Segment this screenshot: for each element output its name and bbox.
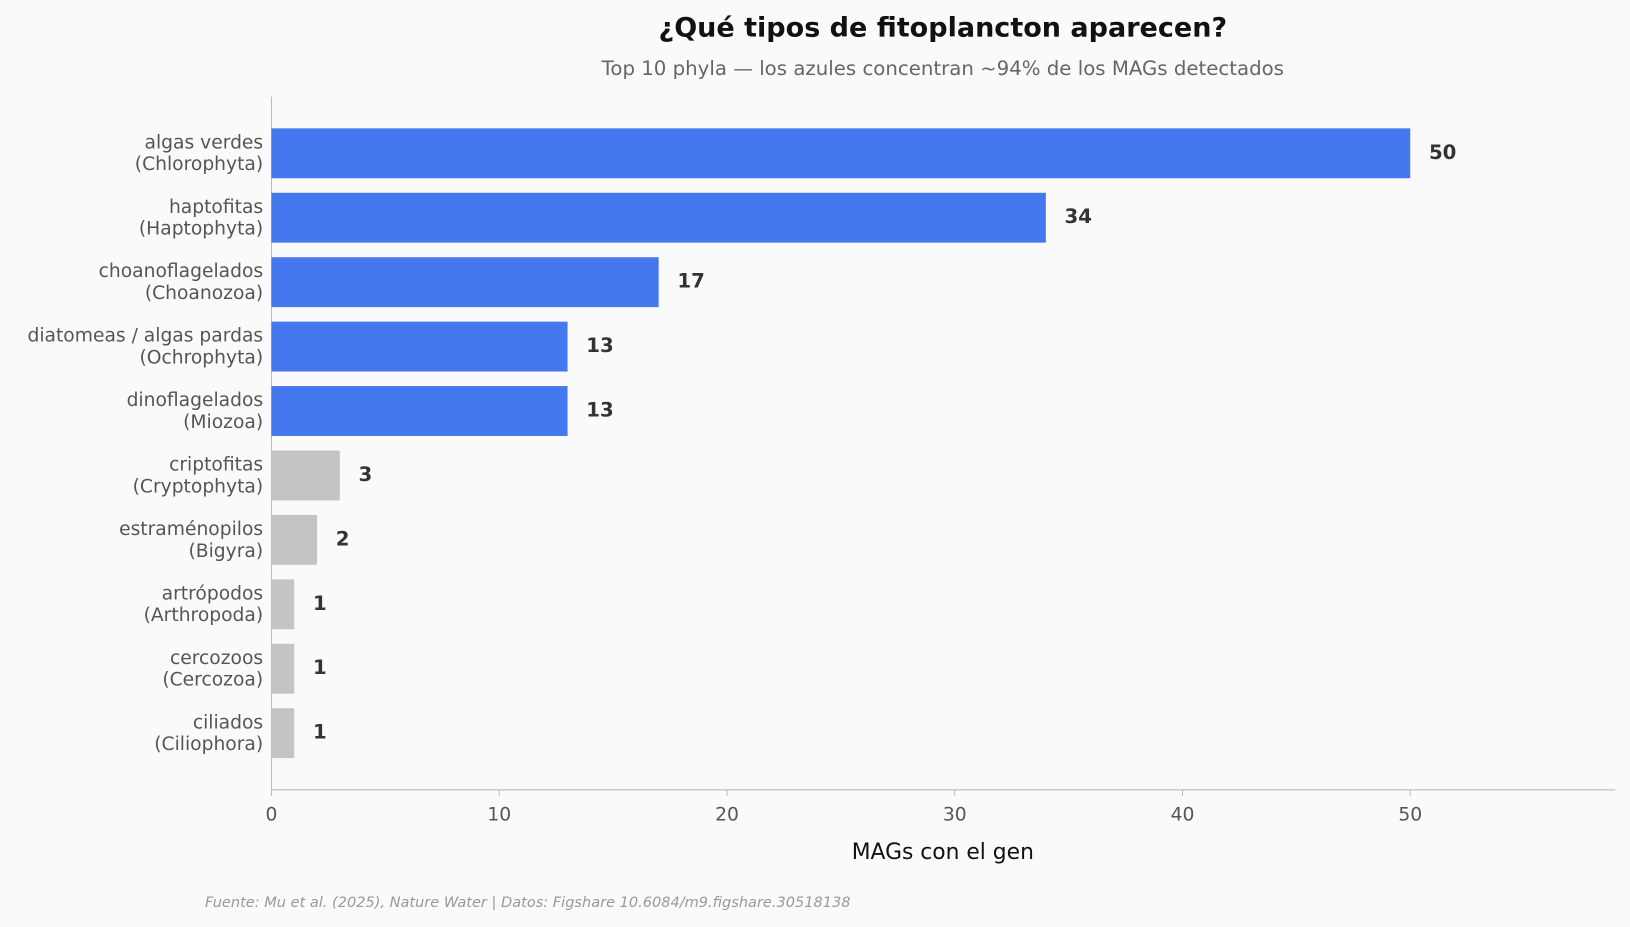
y-tick-label: criptofitas (Cryptophyta)	[133, 454, 264, 497]
y-tick-label: artrópodos (Arthropoda)	[144, 583, 264, 626]
x-tick-label: 0	[266, 804, 278, 825]
bar	[271, 514, 318, 565]
bar	[271, 643, 295, 694]
bar	[271, 386, 568, 436]
y-tick-label: haptofitas (Haptophyta)	[139, 196, 263, 239]
x-tick-label: 50	[1398, 804, 1422, 825]
bar	[271, 708, 295, 759]
x-tick-label: 10	[487, 804, 511, 825]
chart-subtitle: Top 10 phyla — los azules concentran ~94…	[601, 57, 1284, 80]
x-tick-label: 30	[943, 804, 967, 825]
bar	[271, 450, 340, 501]
value-label: 2	[336, 527, 350, 550]
value-label: 34	[1065, 205, 1092, 228]
x-tick-label: 40	[1171, 804, 1195, 825]
bar	[271, 321, 568, 372]
y-tick-label: dinoflagelados (Miozoa)	[127, 390, 264, 433]
y-tick-label: choanoflagelados (Choanozoa)	[99, 261, 264, 304]
y-tick-label: estraménopilos (Bigyra)	[119, 518, 263, 561]
value-label: 17	[677, 270, 704, 293]
bar	[271, 192, 1046, 243]
y-tick-label: algas verdes (Chlorophyta)	[135, 132, 263, 175]
bar	[271, 128, 1411, 179]
y-tick-label: diatomeas / algas pardas (Ochrophyta)	[27, 325, 263, 368]
x-axis-label: MAGs con el gen	[852, 840, 1034, 865]
value-label: 1	[313, 592, 327, 615]
y-tick-label: ciliados (Ciliophora)	[154, 712, 263, 755]
bar	[271, 579, 295, 630]
value-label: 50	[1429, 141, 1456, 164]
value-label: 1	[313, 656, 327, 679]
value-label: 1	[313, 721, 327, 744]
chart-title: ¿Qué tipos de fitoplancton aparecen?	[659, 13, 1228, 44]
value-label: 13	[586, 399, 613, 422]
source-note: Fuente: Mu et al. (2025), Nature Water |…	[205, 895, 850, 911]
value-label: 3	[359, 463, 373, 486]
y-tick-label: cercozoos (Cercozoa)	[162, 647, 263, 690]
value-label: 13	[586, 334, 613, 357]
x-tick-label: 20	[715, 804, 739, 825]
bar	[271, 257, 659, 308]
